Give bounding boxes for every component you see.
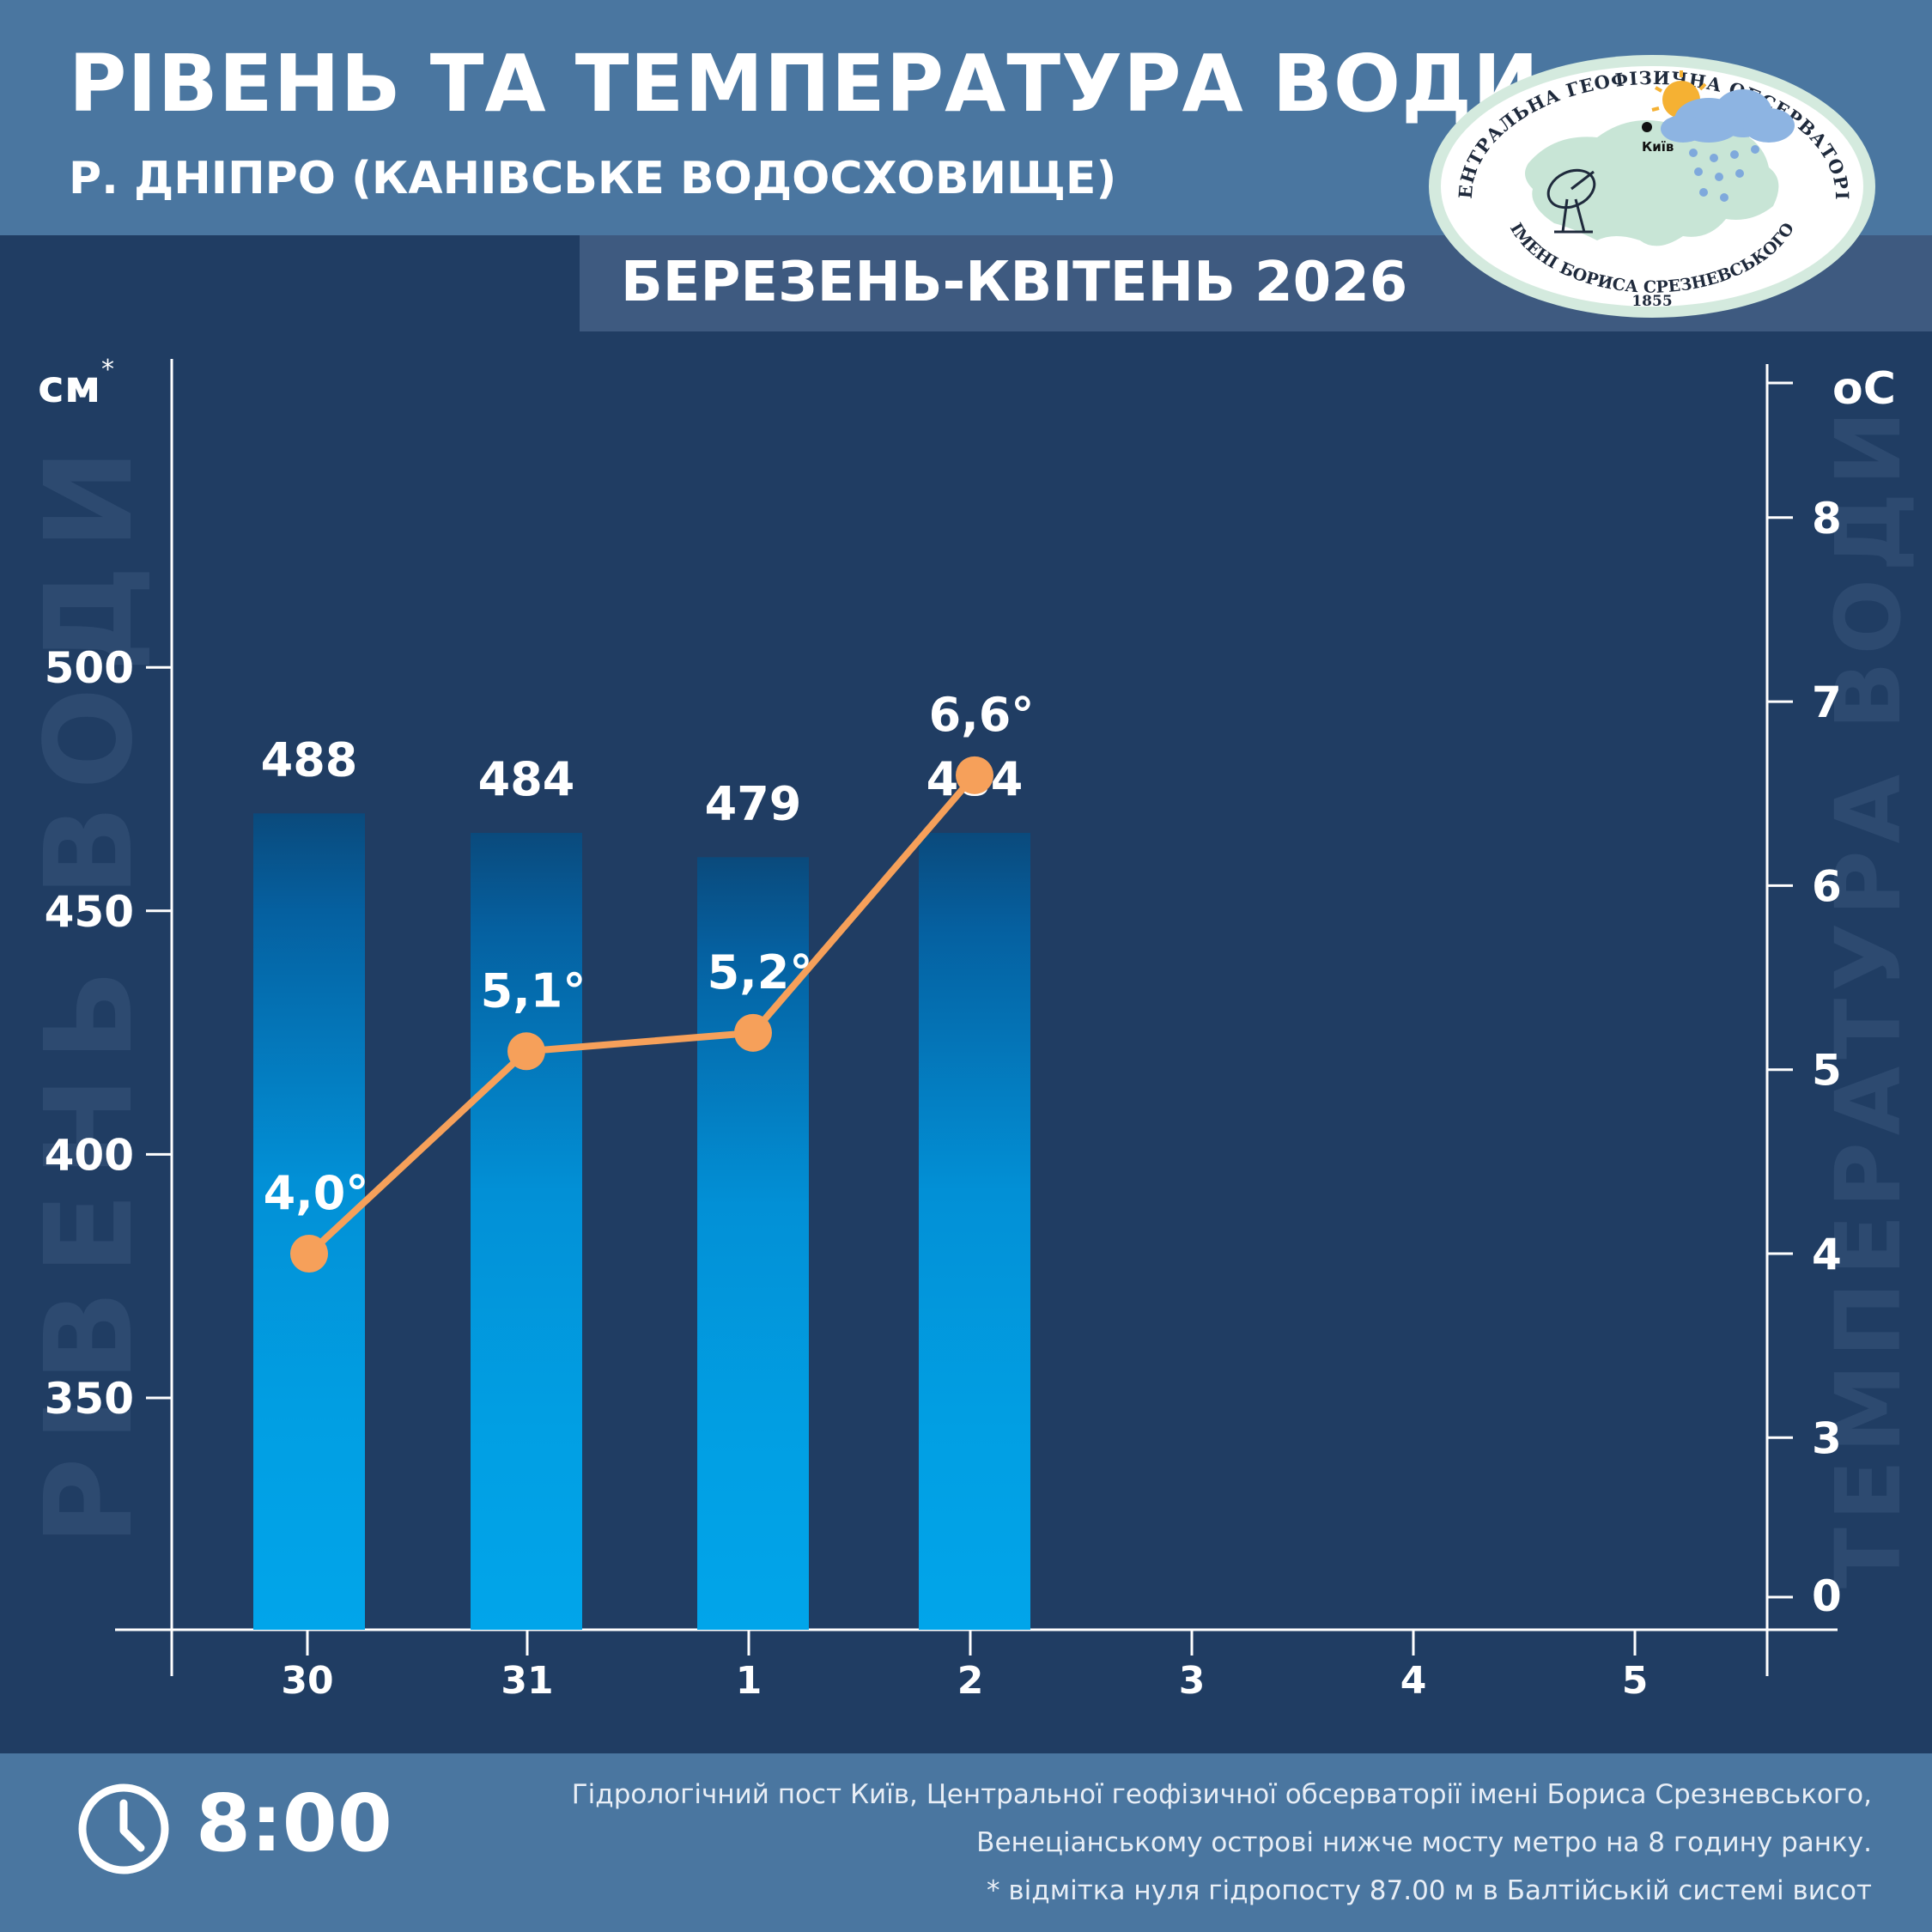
level-value-label: 479: [705, 776, 802, 830]
temperature-point: [507, 1032, 545, 1071]
page-title: РІВЕНЬ ТА ТЕМПЕРАТУРА ВОДИ: [69, 38, 1540, 130]
kyiv-dot: [1642, 122, 1652, 132]
right-axis-watermark: ТЕМПЕРАТУРА ВОДИ: [1816, 404, 1921, 1589]
left-tick-label: 400: [45, 1130, 134, 1180]
footnote-line-2: Венеціанському острові нижче мосту метро…: [976, 1827, 1872, 1858]
clock-icon: [78, 1783, 169, 1874]
temperature-value-label: 6,6°: [929, 688, 1035, 742]
left-axis-watermark: РІВЕНЬ ВОДИ: [20, 434, 160, 1546]
page-subtitle: Р. ДНІПРО (КАНІВСЬКЕ ВОДОСХОВИЩЕ): [69, 153, 1117, 204]
x-tick-label: 4: [1400, 1659, 1427, 1703]
radar-dish-icon: [1546, 168, 1596, 234]
cloud-icon: [1661, 89, 1795, 143]
logo-city: Київ: [1642, 139, 1674, 155]
observatory-logo: ЦЕНТРАЛЬНА ГЕОФІЗИЧНА ОБСЕРВАТОРІЯ ІМЕНІ…: [1425, 52, 1875, 318]
right-tick-label: 6: [1812, 861, 1842, 911]
right-tick-label: 8: [1812, 494, 1842, 544]
right-tick-label: 3: [1812, 1413, 1842, 1463]
left-axis-unit: см: [38, 361, 100, 413]
level-value-label: 484: [478, 752, 575, 806]
observation-time: 8:00: [196, 1777, 392, 1869]
footer-band: 8:00 Гідрологічний пост Київ, Центрально…: [0, 1753, 1932, 1932]
temperature-value-label: 4,0°: [264, 1166, 369, 1220]
x-tick-label: 2: [957, 1659, 984, 1703]
right-tick-label: 5: [1812, 1046, 1842, 1096]
temperature-line: [307, 773, 978, 1256]
x-tick-label: 31: [501, 1659, 553, 1703]
temperature-point: [734, 1013, 772, 1052]
x-tick-label: 5: [1622, 1659, 1649, 1703]
right-tick-label: 4: [1812, 1230, 1842, 1279]
temperature-value-label: 5,1°: [481, 963, 586, 1018]
right-tick-label: 0: [1812, 1571, 1842, 1621]
left-tick-label: 450: [45, 887, 134, 937]
x-tick-label: 3: [1179, 1659, 1206, 1703]
temperature-point: [956, 756, 993, 794]
right-axis-unit: oC: [1832, 363, 1896, 415]
right-tick-label: 7: [1812, 677, 1842, 727]
level-value-label: 488: [261, 732, 358, 787]
level-bar: [919, 832, 1030, 1630]
left-tick-label: 500: [45, 643, 134, 693]
logo-year: 1855: [1631, 293, 1672, 310]
rain-icon: [1689, 145, 1759, 202]
temperature-point: [290, 1235, 328, 1273]
x-tick-label: 1: [736, 1659, 762, 1703]
left-tick-label: 350: [45, 1374, 134, 1424]
x-tick-label: 30: [281, 1659, 333, 1703]
left-axis-unit-sup: *: [101, 355, 114, 385]
level-bar: [471, 832, 582, 1630]
footnote-line-3: * відмітка нуля гідропосту 87.00 м в Бал…: [987, 1875, 1872, 1906]
temperature-value-label: 5,2°: [708, 945, 813, 999]
footnote-line-1: Гідрологічний пост Київ, Центральної гео…: [571, 1779, 1872, 1810]
period-label: БЕРЕЗЕНЬ-КВІТЕНЬ 2026: [621, 251, 1408, 314]
